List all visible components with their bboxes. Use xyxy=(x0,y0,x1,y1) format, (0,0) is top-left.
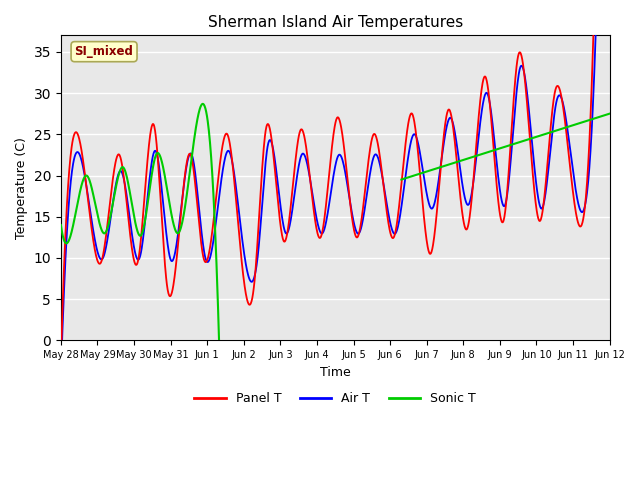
Text: SI_mixed: SI_mixed xyxy=(75,45,134,58)
Legend: Panel T, Air T, Sonic T: Panel T, Air T, Sonic T xyxy=(189,387,481,410)
X-axis label: Time: Time xyxy=(320,366,351,379)
Y-axis label: Temperature (C): Temperature (C) xyxy=(15,137,28,239)
Title: Sherman Island Air Temperatures: Sherman Island Air Temperatures xyxy=(207,15,463,30)
